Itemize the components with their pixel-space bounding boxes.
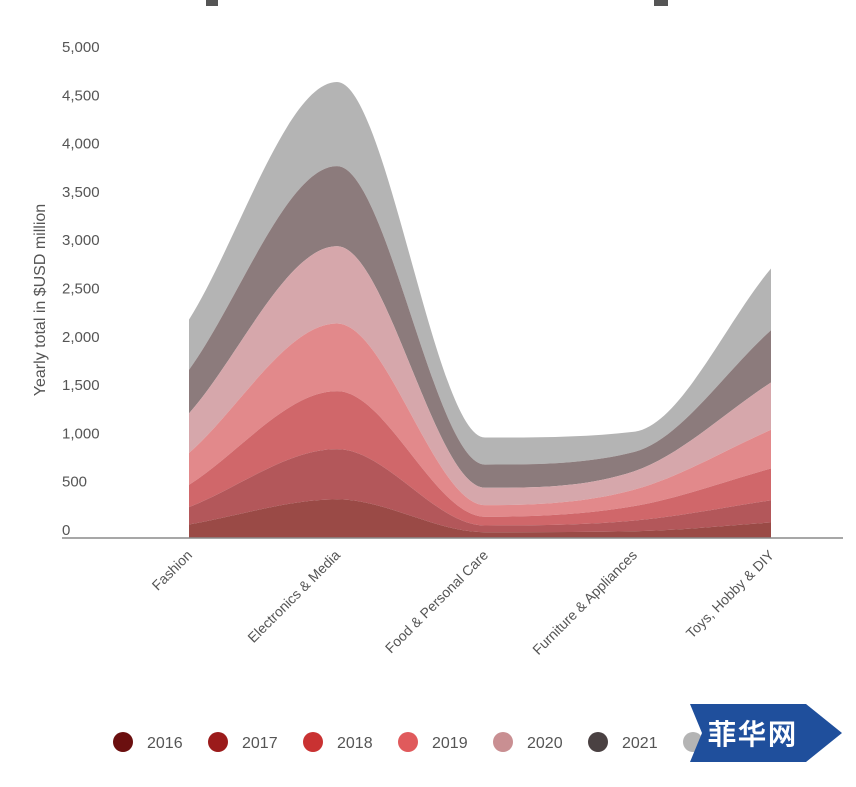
y-tick-label: 5,000 <box>62 39 100 56</box>
y-axis-title: Yearly total in $USD million <box>32 204 49 396</box>
legend-marker <box>493 732 513 752</box>
x-tick-label: Furniture & Appliances <box>529 547 640 658</box>
y-tick-label: 3,500 <box>62 184 100 201</box>
legend-label: 2016 <box>147 735 183 752</box>
y-tick-label: 2,500 <box>62 281 100 298</box>
cropped-title-fragment <box>654 0 668 6</box>
y-tick-label: 3,000 <box>62 232 100 249</box>
x-tick-label: Toys, Hobby & DIY <box>683 546 778 641</box>
y-tick-label: 500 <box>62 474 87 491</box>
y-tick-label: 0 <box>62 522 70 539</box>
y-tick-label: 1,500 <box>62 377 100 394</box>
cropped-title-fragment <box>206 0 218 6</box>
legend-label: 2020 <box>527 735 563 752</box>
x-tick-label: Food & Personal Care <box>382 547 491 656</box>
watermark-logo: 菲华网 <box>686 700 846 766</box>
legend-marker <box>208 732 228 752</box>
legend-label: 2019 <box>432 735 468 752</box>
legend-marker <box>398 732 418 752</box>
x-tick-label: Fashion <box>149 547 196 594</box>
y-tick-label: 1,000 <box>62 425 100 442</box>
watermark-text: 菲华网 <box>686 700 820 766</box>
legend-label: 2021 <box>622 735 658 752</box>
legend-marker <box>113 732 133 752</box>
x-tick-label: Electronics & Media <box>244 547 343 646</box>
y-tick-label: 2,000 <box>62 329 100 346</box>
legend-label: 2018 <box>337 735 373 752</box>
legend-marker <box>303 732 323 752</box>
y-tick-label: 4,000 <box>62 136 100 153</box>
legend-label: 2017 <box>242 735 278 752</box>
y-tick-label: 4,500 <box>62 87 100 104</box>
legend-marker <box>588 732 608 752</box>
